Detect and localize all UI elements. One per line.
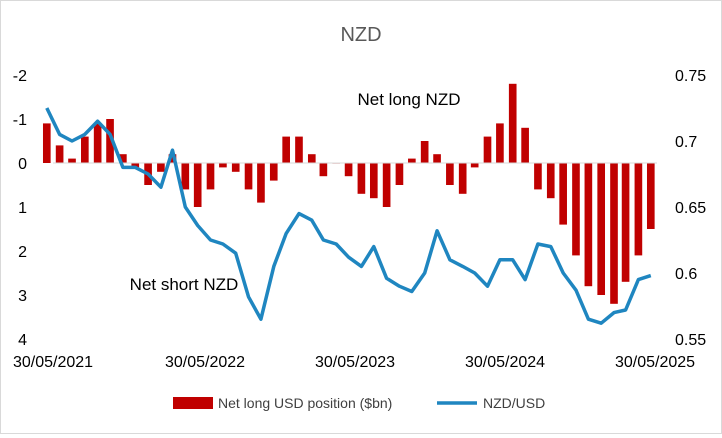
- x-tick-label: 30/05/2023: [315, 354, 395, 371]
- right-tick-label: 0.6: [675, 266, 697, 283]
- nzdusd-line: [45, 107, 652, 325]
- x-tick-label: 30/05/2024: [465, 354, 545, 371]
- annotation-net-long: Net long NZD: [358, 90, 461, 109]
- bar: [231, 163, 240, 172]
- bar: [508, 83, 517, 163]
- bar: [610, 163, 618, 304]
- bar: [219, 163, 227, 168]
- left-tick-label: -2: [13, 68, 27, 85]
- right-axis-ticks: 0.75 0.7 0.65 0.6 0.55: [675, 68, 706, 349]
- left-tick-label: 0: [18, 156, 27, 173]
- legend-line-label: NZD/USD: [483, 395, 545, 411]
- bar: [433, 154, 441, 163]
- x-axis-ticks: 30/05/2021 30/05/2022 30/05/2023 30/05/2024…: [13, 354, 695, 371]
- left-tick-label: -1: [13, 112, 27, 129]
- bar: [559, 163, 567, 225]
- bar: [521, 127, 529, 163]
- left-tick-label: 3: [18, 288, 27, 305]
- bar: [369, 163, 378, 199]
- bar: [119, 154, 127, 163]
- bar: [307, 154, 316, 163]
- right-tick-label: 0.55: [675, 332, 706, 349]
- left-tick-label: 1: [18, 200, 27, 217]
- right-tick-label: 0.65: [675, 200, 706, 217]
- left-axis-ticks: -2 -1 0 1 2 3 4: [13, 68, 27, 349]
- bar: [93, 123, 102, 163]
- bar: [357, 163, 366, 194]
- legend-bar-swatch: [173, 397, 213, 409]
- bar: [55, 145, 64, 163]
- bar: [269, 163, 278, 181]
- right-tick-label: 0.75: [675, 68, 706, 85]
- bar: [295, 136, 303, 163]
- bar: [446, 163, 454, 185]
- bar: [131, 163, 140, 168]
- bar: [319, 163, 328, 177]
- bar: [572, 163, 580, 256]
- bar-series: [42, 83, 655, 304]
- annotation-net-short: Net short NZD: [130, 275, 239, 294]
- bar: [395, 163, 404, 185]
- bar: [584, 163, 593, 287]
- x-tick-label: 30/05/2021: [13, 354, 93, 371]
- bar: [244, 163, 253, 190]
- legend-bar-label: Net long USD position ($bn): [218, 395, 392, 411]
- bar: [496, 123, 504, 163]
- bar: [42, 123, 51, 163]
- bar: [81, 136, 89, 163]
- bar: [344, 163, 353, 177]
- bar: [534, 163, 542, 190]
- bar: [168, 154, 177, 163]
- bar: [106, 119, 114, 163]
- bar: [621, 163, 630, 282]
- left-tick-label: 4: [18, 332, 27, 349]
- bar: [420, 141, 429, 163]
- bar: [157, 163, 165, 172]
- bar: [257, 163, 265, 203]
- bar: [483, 136, 492, 163]
- bar: [597, 163, 606, 295]
- bar: [458, 163, 467, 194]
- x-tick-label: 30/05/2022: [165, 354, 245, 371]
- chart-title: NZD: [340, 24, 381, 46]
- bar: [68, 158, 76, 163]
- x-tick-label: 30/05/2025: [615, 354, 695, 371]
- bar: [282, 136, 290, 163]
- legend: Net long USD position ($bn) NZD/USD: [173, 395, 545, 411]
- bar: [634, 163, 643, 256]
- bar: [382, 163, 391, 207]
- bar: [408, 158, 416, 163]
- bar: [646, 163, 655, 229]
- bar: [470, 163, 479, 168]
- bar: [193, 163, 202, 207]
- bar: [181, 163, 190, 190]
- right-tick-label: 0.7: [675, 134, 697, 151]
- bar: [206, 163, 215, 190]
- bar: [546, 163, 555, 199]
- left-tick-label: 2: [18, 244, 27, 261]
